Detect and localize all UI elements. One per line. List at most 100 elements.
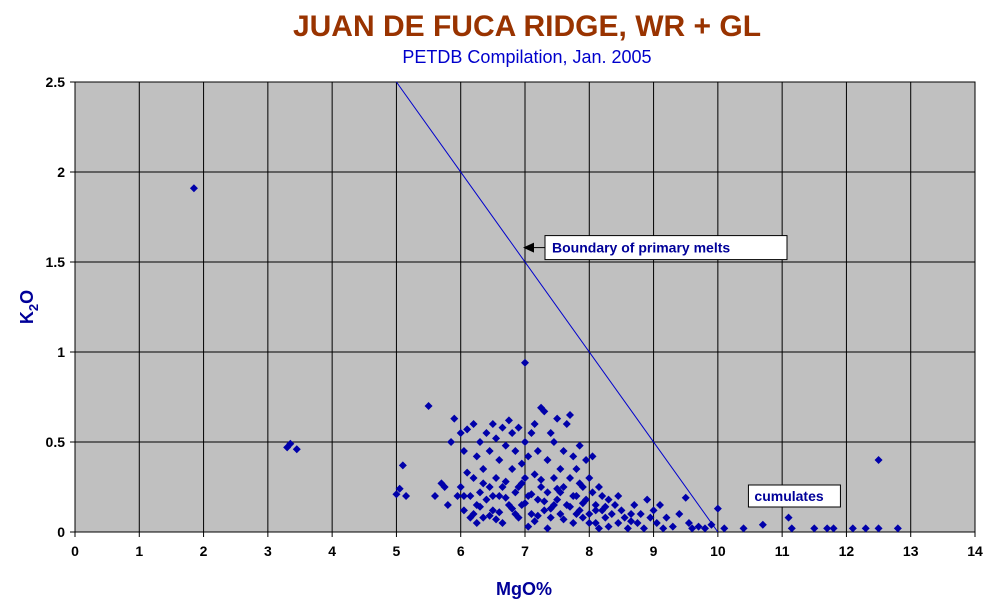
data-point bbox=[488, 420, 497, 428]
data-point bbox=[810, 524, 819, 533]
data-point bbox=[537, 475, 546, 484]
x-axis-label: MgO% bbox=[496, 579, 552, 599]
data-point bbox=[453, 492, 462, 500]
data-point bbox=[874, 456, 883, 464]
x-tick-label: 3 bbox=[264, 543, 272, 559]
data-point bbox=[488, 492, 497, 500]
data-point bbox=[707, 520, 716, 529]
data-point bbox=[485, 483, 494, 491]
x-tick-label: 11 bbox=[775, 543, 790, 559]
data-point bbox=[639, 524, 648, 533]
data-point bbox=[569, 452, 578, 461]
data-point bbox=[713, 504, 722, 513]
boundary-line bbox=[396, 81, 719, 533]
data-point bbox=[476, 502, 484, 511]
data-point bbox=[546, 513, 555, 522]
chart-subtitle: PETDB Compilation, Jan. 2005 bbox=[402, 47, 651, 67]
x-tick-label: 4 bbox=[328, 543, 336, 559]
y-tick-label: 2 bbox=[57, 164, 65, 180]
data-point bbox=[652, 519, 661, 527]
data-point bbox=[521, 358, 529, 367]
x-tick-labels: 0 1 2 3 4 5 6 7 8 9 10 11 12 13 14 bbox=[71, 543, 983, 559]
data-point bbox=[488, 506, 497, 515]
data-point bbox=[614, 492, 623, 500]
data-point bbox=[485, 447, 494, 455]
data-point bbox=[787, 524, 796, 533]
y-label-main: K bbox=[17, 311, 37, 324]
data-point bbox=[643, 495, 652, 504]
data-point bbox=[521, 499, 529, 508]
data-point bbox=[479, 479, 488, 488]
data-point bbox=[492, 434, 501, 443]
data-point bbox=[533, 447, 542, 455]
data-point bbox=[874, 524, 883, 533]
data-point bbox=[582, 456, 591, 464]
data-point bbox=[784, 513, 793, 522]
data-point bbox=[498, 519, 507, 527]
data-point bbox=[440, 483, 449, 491]
data-point bbox=[681, 493, 690, 502]
data-point bbox=[501, 477, 510, 486]
data-point bbox=[456, 483, 465, 491]
annotation-cumulates-label: cumulates bbox=[754, 488, 823, 504]
data-point bbox=[469, 474, 478, 482]
data-point bbox=[668, 522, 677, 531]
data-point bbox=[604, 495, 613, 504]
data-point bbox=[546, 429, 555, 437]
data-point bbox=[620, 513, 629, 522]
data-point bbox=[739, 524, 748, 533]
y-axis-label: K2O bbox=[17, 290, 41, 324]
data-point bbox=[617, 506, 626, 515]
data-point bbox=[514, 513, 523, 522]
data-point bbox=[492, 474, 501, 482]
data-point bbox=[578, 513, 587, 522]
data-point bbox=[424, 402, 433, 410]
x-tick-label: 10 bbox=[710, 543, 726, 559]
data-point bbox=[569, 492, 578, 500]
data-point bbox=[688, 524, 697, 533]
data-point bbox=[459, 447, 468, 455]
data-point bbox=[556, 488, 565, 497]
data-point bbox=[556, 465, 565, 473]
data-point bbox=[482, 429, 491, 437]
data-point bbox=[569, 519, 578, 527]
data-point bbox=[498, 423, 507, 432]
x-tick-label: 6 bbox=[457, 543, 465, 559]
data-point bbox=[684, 519, 693, 527]
data-point bbox=[459, 506, 468, 515]
data-point bbox=[479, 465, 488, 473]
data-point bbox=[553, 495, 562, 504]
data-point bbox=[566, 502, 574, 511]
data-point bbox=[556, 510, 565, 518]
data-point bbox=[598, 492, 607, 500]
y-tick-label: 2.5 bbox=[46, 74, 66, 90]
data-point bbox=[530, 420, 539, 428]
data-point bbox=[659, 524, 668, 533]
x-tick-label: 0 bbox=[71, 543, 79, 559]
data-point bbox=[575, 506, 584, 515]
data-point bbox=[594, 483, 603, 491]
data-points bbox=[189, 184, 902, 533]
data-point bbox=[585, 474, 594, 482]
data-point bbox=[476, 488, 484, 497]
data-point bbox=[395, 484, 404, 493]
data-point bbox=[604, 522, 613, 531]
data-point bbox=[662, 513, 671, 522]
data-point bbox=[398, 461, 407, 470]
data-point bbox=[392, 490, 401, 499]
data-point bbox=[511, 488, 520, 497]
data-point bbox=[450, 414, 459, 423]
data-point bbox=[485, 511, 494, 520]
data-point bbox=[492, 515, 501, 524]
data-point bbox=[594, 524, 603, 533]
data-point bbox=[572, 510, 581, 518]
data-point bbox=[189, 184, 198, 193]
y-label-tail: O bbox=[17, 290, 37, 304]
data-point bbox=[540, 497, 549, 506]
data-point bbox=[575, 441, 584, 450]
annotation-box bbox=[747, 484, 841, 508]
data-point bbox=[566, 411, 574, 419]
data-point bbox=[540, 506, 549, 515]
annotation-box bbox=[544, 235, 788, 261]
